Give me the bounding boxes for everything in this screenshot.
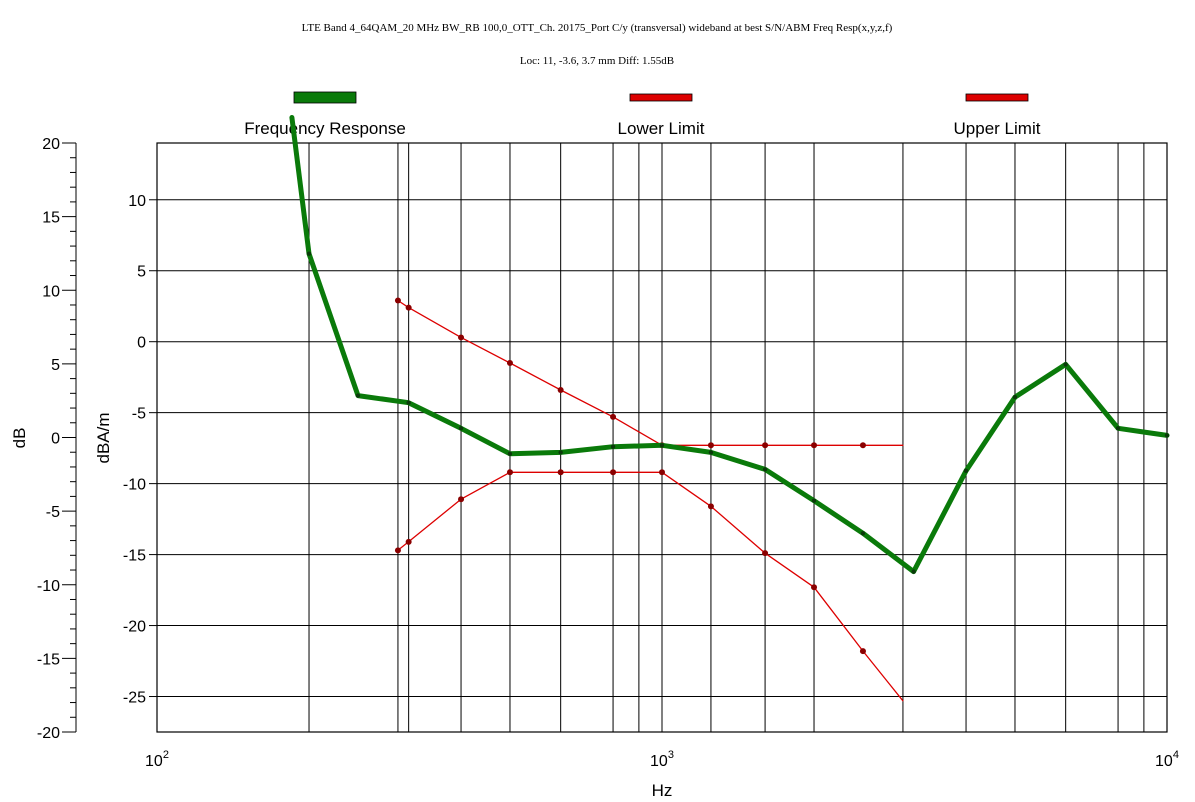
inner-tick-label: 5 xyxy=(137,264,146,281)
outer-tick-label: 15 xyxy=(42,210,60,227)
legend-swatch xyxy=(629,93,693,102)
frequency-response-point xyxy=(860,531,866,536)
inner-tick-label: -10 xyxy=(123,477,146,494)
frequency-response-point xyxy=(507,451,513,457)
frequency-response-point xyxy=(306,251,312,256)
outer-tick-label: 5 xyxy=(51,357,60,374)
limit-point xyxy=(405,304,412,311)
limit-line xyxy=(397,471,904,702)
lower-limit-series xyxy=(394,469,904,702)
frequency-response-point xyxy=(708,450,714,455)
limit-point xyxy=(762,442,769,449)
legend-swatch xyxy=(293,91,357,104)
x-tick-label: 104 xyxy=(1155,749,1179,770)
frequency-response-point xyxy=(762,467,768,472)
frequency-response-point xyxy=(811,498,817,503)
frequency-response-point xyxy=(406,400,411,405)
legend-label: Frequency Response xyxy=(244,119,406,138)
frequency-response-point xyxy=(355,393,361,398)
limit-point xyxy=(394,547,401,554)
series-layer xyxy=(289,115,1170,702)
x-tick-label: 102 xyxy=(145,749,169,770)
frequency-response-point xyxy=(1115,426,1121,431)
frequency-response-series xyxy=(289,115,1170,575)
limit-point xyxy=(610,413,617,420)
chart-title: LTE Band 4_64QAM_20 MHz BW_RB 100,0_OTT_… xyxy=(302,22,893,34)
inner-y-axis-label: dBA/m xyxy=(94,412,113,463)
limit-point xyxy=(405,538,412,545)
inner-y-axis-ticks: 10 5 0 -5 -10 -15 -20 -25 xyxy=(123,193,157,707)
inner-tick-label: -5 xyxy=(132,406,146,423)
limit-point xyxy=(458,334,465,341)
inner-tick-label: 0 xyxy=(137,335,146,352)
limit-point xyxy=(859,442,866,449)
limit-point xyxy=(659,469,665,476)
limit-point xyxy=(859,648,866,655)
legend: Frequency Response Lower Limit Upper Limit xyxy=(244,91,1041,138)
x-tick-label: 103 xyxy=(650,749,674,770)
limit-point xyxy=(557,469,564,476)
outer-y-axis-label: dB xyxy=(10,428,29,449)
inner-tick-label: -20 xyxy=(123,619,146,636)
y-gridlines xyxy=(157,199,1167,698)
limit-point xyxy=(811,442,818,449)
limit-point xyxy=(506,359,513,366)
frequency-response-point xyxy=(610,444,616,449)
outer-y-axis-ticks: 20 15 10 5 0 -5 -10 -15 -20 xyxy=(37,136,76,742)
limit-line xyxy=(397,299,904,446)
frequency-response-point xyxy=(558,450,563,455)
frequency-response-point xyxy=(1012,394,1018,400)
legend-item-frequency-response: Frequency Response xyxy=(244,91,406,138)
limit-point xyxy=(707,503,714,510)
outer-tick-label: -10 xyxy=(37,578,60,595)
frequency-response-point xyxy=(963,468,969,474)
outer-tick-label: -20 xyxy=(37,725,60,742)
limit-point xyxy=(811,584,818,591)
inner-tick-label: -25 xyxy=(123,690,146,707)
limit-point xyxy=(394,297,401,304)
x-axis-label: Hz xyxy=(652,781,673,800)
inner-tick-label: 10 xyxy=(128,193,146,210)
legend-item-lower-limit: Lower Limit xyxy=(618,93,705,138)
limit-point xyxy=(557,386,564,393)
outer-tick-label: 10 xyxy=(42,283,60,300)
outer-tick-label: 0 xyxy=(51,431,60,448)
frequency-response-point xyxy=(1063,362,1068,367)
chart-subtitle: Loc: 11, -3.6, 3.7 mm Diff: 1.55dB xyxy=(520,55,674,67)
outer-tick-label: 20 xyxy=(42,136,60,153)
limit-point xyxy=(762,550,769,557)
legend-swatch xyxy=(965,93,1029,102)
inner-tick-label: -15 xyxy=(123,548,146,565)
limit-point xyxy=(458,496,465,503)
x-axis-ticks: 102 103 104 xyxy=(145,749,1179,770)
legend-label: Lower Limit xyxy=(618,119,705,138)
legend-label: Upper Limit xyxy=(954,119,1041,138)
frequency-response-point xyxy=(458,426,464,431)
frequency-response-point xyxy=(911,569,916,574)
outer-tick-label: -5 xyxy=(46,504,60,521)
limit-point xyxy=(506,469,513,476)
outer-tick-label: -15 xyxy=(37,651,60,668)
legend-item-upper-limit: Upper Limit xyxy=(954,93,1041,138)
frequency-response-point xyxy=(659,443,665,448)
limit-point xyxy=(707,442,714,449)
limit-point xyxy=(610,469,617,476)
frequency-response-point xyxy=(1164,433,1170,438)
